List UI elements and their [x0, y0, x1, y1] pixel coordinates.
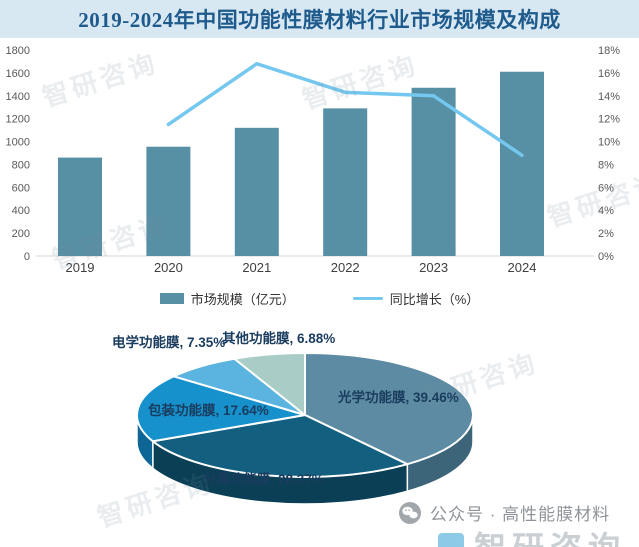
bar-2021 [234, 127, 279, 256]
pie-slice-0 [304, 352, 474, 466]
pie-label-0: 光学功能膜, 39.46% [338, 390, 459, 405]
left-axis-tick: 1800 [6, 45, 30, 57]
right-axis-tick: 16% [598, 68, 620, 80]
bar-2019 [58, 157, 102, 256]
x-axis-label-2024: 2024 [508, 260, 537, 275]
bar-2020 [146, 146, 191, 256]
left-axis-tick: 1000 [6, 137, 30, 149]
right-axis-tick: 10% [598, 137, 620, 149]
legend-label-yoy-growth: 同比增长（%） [389, 291, 480, 307]
x-axis-label-2019: 2019 [66, 260, 95, 275]
bar-series-swatch [159, 292, 184, 304]
wechat-icon [399, 501, 421, 524]
bar-2022 [323, 108, 368, 256]
x-axis-label-2022: 2022 [331, 260, 360, 275]
footer-label: 公众号 · 高性能膜材料 [430, 505, 611, 524]
pie-label-1: 分离功能膜, 28.37% [203, 472, 324, 487]
right-axis-tick: 12% [598, 114, 620, 126]
left-axis-tick: 800 [12, 159, 30, 171]
x-axis-label-2021: 2021 [242, 260, 271, 275]
right-axis-tick: 6% [598, 182, 614, 194]
left-axis-tick: 0 [24, 251, 30, 263]
right-axis-tick: 18% [598, 45, 620, 57]
pie-label-3: 电学功能膜, 7.35% [112, 335, 226, 350]
legend-item-market-size: 市场规模（亿元） [159, 289, 295, 308]
left-axis-tick: 200 [12, 228, 30, 240]
x-axis-label-2023: 2023 [419, 260, 448, 275]
legend-item-yoy-growth: 同比增长（%） [352, 289, 480, 308]
right-axis-tick: 0% [598, 251, 614, 263]
right-axis-tick: 8% [598, 159, 614, 171]
legend-label-market-size: 市场规模（亿元） [190, 291, 295, 307]
left-axis-tick: 400 [12, 205, 30, 217]
page-title: 2019-2024年中国功能性膜材料行业市场规模及构成 [78, 8, 561, 32]
combo-chart: 0 200 400 600 800 1000 1200 1400 1600 1800 0% 2% 4% 6… [6, 45, 621, 275]
yoy-growth-line [166, 61, 524, 158]
pie-slice-2 [136, 375, 306, 443]
right-axis-tick: 14% [598, 91, 620, 103]
right-axis-tick: 2% [598, 228, 614, 240]
right-axis-tick: 4% [598, 205, 614, 217]
left-axis-tick: 1600 [6, 68, 30, 80]
chart-legend: 市场规模（亿元） 同比增长（%） [0, 287, 639, 309]
x-axis-label-2020: 2020 [154, 260, 183, 275]
pie-label-4: 其他功能膜, 6.88% [222, 331, 336, 346]
footer-credit: 公众号 · 高性能膜材料 [398, 500, 610, 525]
pie-chart [136, 352, 474, 505]
left-axis-tick: 600 [12, 182, 30, 194]
bar-2023 [411, 87, 456, 256]
title-banner: 2019-2024年中国功能性膜材料行业市场规模及构成 [0, 0, 639, 38]
left-axis-tick: 1200 [6, 114, 30, 126]
left-axis-tick: 1400 [6, 91, 30, 103]
bar-2024 [500, 71, 544, 256]
pie-label-2: 包装功能膜, 17.64% [148, 403, 269, 418]
pie-slice-4 [233, 352, 306, 416]
line-series-swatch [352, 296, 383, 300]
